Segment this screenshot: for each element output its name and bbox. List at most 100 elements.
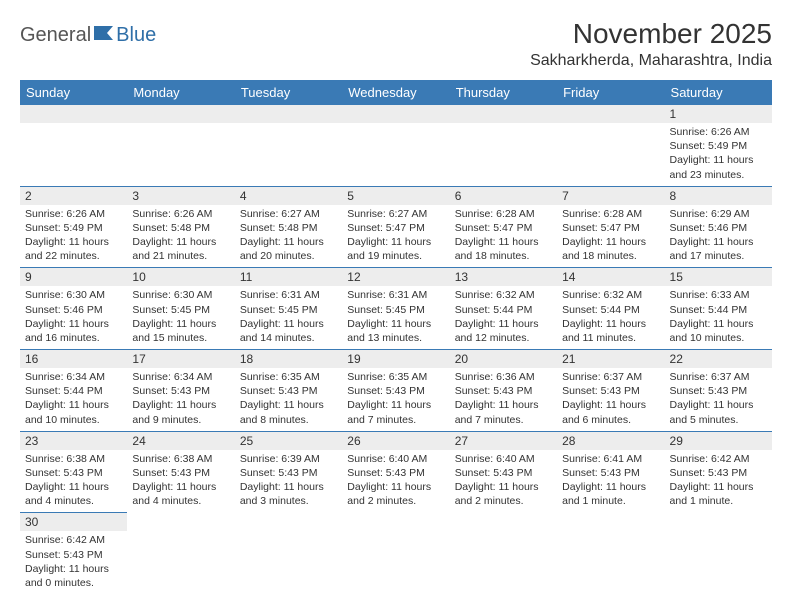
sunrise-line: Sunrise: 6:27 AM (240, 207, 337, 221)
day-details: Sunrise: 6:33 AMSunset: 5:44 PMDaylight:… (665, 286, 772, 349)
day-details: Sunrise: 6:38 AMSunset: 5:43 PMDaylight:… (20, 450, 127, 513)
daylight-line: Daylight: 11 hours and 8 minutes. (240, 398, 337, 426)
day-details: Sunrise: 6:29 AMSunset: 5:46 PMDaylight:… (665, 205, 772, 268)
day-header: Sunday (20, 80, 127, 105)
day-number: 9 (20, 268, 127, 286)
daylight-line: Daylight: 11 hours and 15 minutes. (132, 317, 229, 345)
day-details: Sunrise: 6:41 AMSunset: 5:43 PMDaylight:… (557, 450, 664, 513)
sunrise-line: Sunrise: 6:37 AM (670, 370, 767, 384)
sunrise-line: Sunrise: 6:32 AM (455, 288, 552, 302)
day-header: Saturday (665, 80, 772, 105)
calendar-row: 30Sunrise: 6:42 AMSunset: 5:43 PMDayligh… (20, 513, 772, 594)
day-number-blank (127, 105, 234, 123)
day-number: 23 (20, 432, 127, 450)
sunset-line: Sunset: 5:43 PM (240, 466, 337, 480)
calendar-cell: 2Sunrise: 6:26 AMSunset: 5:49 PMDaylight… (20, 186, 127, 268)
sunset-line: Sunset: 5:45 PM (347, 303, 444, 317)
daylight-line: Daylight: 11 hours and 23 minutes. (670, 153, 767, 181)
sunrise-line: Sunrise: 6:35 AM (347, 370, 444, 384)
calendar-cell: 14Sunrise: 6:32 AMSunset: 5:44 PMDayligh… (557, 268, 664, 350)
calendar-cell-blank (235, 105, 342, 186)
daylight-line: Daylight: 11 hours and 12 minutes. (455, 317, 552, 345)
day-details: Sunrise: 6:31 AMSunset: 5:45 PMDaylight:… (235, 286, 342, 349)
calendar-cell: 22Sunrise: 6:37 AMSunset: 5:43 PMDayligh… (665, 350, 772, 432)
daylight-line: Daylight: 11 hours and 4 minutes. (25, 480, 122, 508)
sunset-line: Sunset: 5:47 PM (455, 221, 552, 235)
day-details: Sunrise: 6:40 AMSunset: 5:43 PMDaylight:… (450, 450, 557, 513)
daylight-line: Daylight: 11 hours and 22 minutes. (25, 235, 122, 263)
calendar-cell-blank (557, 513, 664, 594)
daylight-line: Daylight: 11 hours and 18 minutes. (562, 235, 659, 263)
calendar-row: 1Sunrise: 6:26 AMSunset: 5:49 PMDaylight… (20, 105, 772, 186)
calendar-cell: 16Sunrise: 6:34 AMSunset: 5:44 PMDayligh… (20, 350, 127, 432)
sunset-line: Sunset: 5:43 PM (132, 466, 229, 480)
day-number-blank (20, 105, 127, 123)
sunset-line: Sunset: 5:43 PM (132, 384, 229, 398)
day-details: Sunrise: 6:34 AMSunset: 5:44 PMDaylight:… (20, 368, 127, 431)
day-details: Sunrise: 6:39 AMSunset: 5:43 PMDaylight:… (235, 450, 342, 513)
brand-general: General (20, 24, 91, 47)
sunset-line: Sunset: 5:47 PM (347, 221, 444, 235)
daylight-line: Daylight: 11 hours and 16 minutes. (25, 317, 122, 345)
day-details: Sunrise: 6:27 AMSunset: 5:48 PMDaylight:… (235, 205, 342, 268)
calendar-cell-blank (342, 105, 449, 186)
location-text: Sakharkherda, Maharashtra, India (530, 52, 772, 70)
sunset-line: Sunset: 5:43 PM (347, 466, 444, 480)
sunset-line: Sunset: 5:43 PM (25, 548, 122, 562)
day-number-blank (342, 105, 449, 123)
sunrise-line: Sunrise: 6:30 AM (25, 288, 122, 302)
sunset-line: Sunset: 5:49 PM (670, 139, 767, 153)
day-number: 7 (557, 187, 664, 205)
day-details: Sunrise: 6:26 AMSunset: 5:49 PMDaylight:… (20, 205, 127, 268)
sunset-line: Sunset: 5:43 PM (455, 466, 552, 480)
day-number: 30 (20, 513, 127, 531)
sunrise-line: Sunrise: 6:32 AM (562, 288, 659, 302)
calendar-cell: 1Sunrise: 6:26 AMSunset: 5:49 PMDaylight… (665, 105, 772, 186)
day-details: Sunrise: 6:35 AMSunset: 5:43 PMDaylight:… (235, 368, 342, 431)
day-details: Sunrise: 6:37 AMSunset: 5:43 PMDaylight:… (557, 368, 664, 431)
sunrise-line: Sunrise: 6:34 AM (25, 370, 122, 384)
sunset-line: Sunset: 5:48 PM (240, 221, 337, 235)
calendar-cell: 15Sunrise: 6:33 AMSunset: 5:44 PMDayligh… (665, 268, 772, 350)
day-details: Sunrise: 6:26 AMSunset: 5:48 PMDaylight:… (127, 205, 234, 268)
calendar-cell: 19Sunrise: 6:35 AMSunset: 5:43 PMDayligh… (342, 350, 449, 432)
brand-logo: General Blue (20, 24, 156, 47)
daylight-line: Daylight: 11 hours and 11 minutes. (562, 317, 659, 345)
day-details: Sunrise: 6:28 AMSunset: 5:47 PMDaylight:… (450, 205, 557, 268)
calendar-cell: 28Sunrise: 6:41 AMSunset: 5:43 PMDayligh… (557, 431, 664, 513)
day-header: Monday (127, 80, 234, 105)
page-header: General Blue November 2025 Sakharkherda,… (20, 18, 772, 70)
day-details: Sunrise: 6:30 AMSunset: 5:45 PMDaylight:… (127, 286, 234, 349)
sunrise-line: Sunrise: 6:42 AM (25, 533, 122, 547)
brand-blue: Blue (116, 24, 156, 47)
daylight-line: Daylight: 11 hours and 10 minutes. (670, 317, 767, 345)
sunrise-line: Sunrise: 6:34 AM (132, 370, 229, 384)
day-number: 21 (557, 350, 664, 368)
calendar-cell: 10Sunrise: 6:30 AMSunset: 5:45 PMDayligh… (127, 268, 234, 350)
daylight-line: Daylight: 11 hours and 21 minutes. (132, 235, 229, 263)
day-number: 26 (342, 432, 449, 450)
daylight-line: Daylight: 11 hours and 7 minutes. (455, 398, 552, 426)
day-details: Sunrise: 6:42 AMSunset: 5:43 PMDaylight:… (20, 531, 127, 594)
calendar-cell: 5Sunrise: 6:27 AMSunset: 5:47 PMDaylight… (342, 186, 449, 268)
calendar-table: SundayMondayTuesdayWednesdayThursdayFrid… (20, 80, 772, 594)
calendar-cell: 11Sunrise: 6:31 AMSunset: 5:45 PMDayligh… (235, 268, 342, 350)
day-header: Wednesday (342, 80, 449, 105)
day-number: 25 (235, 432, 342, 450)
calendar-cell: 23Sunrise: 6:38 AMSunset: 5:43 PMDayligh… (20, 431, 127, 513)
daylight-line: Daylight: 11 hours and 19 minutes. (347, 235, 444, 263)
daylight-line: Daylight: 11 hours and 18 minutes. (455, 235, 552, 263)
calendar-cell: 29Sunrise: 6:42 AMSunset: 5:43 PMDayligh… (665, 431, 772, 513)
sunrise-line: Sunrise: 6:29 AM (670, 207, 767, 221)
day-number: 14 (557, 268, 664, 286)
calendar-row: 23Sunrise: 6:38 AMSunset: 5:43 PMDayligh… (20, 431, 772, 513)
day-number: 28 (557, 432, 664, 450)
sunset-line: Sunset: 5:43 PM (670, 466, 767, 480)
calendar-cell-blank (127, 513, 234, 594)
sunset-line: Sunset: 5:43 PM (670, 384, 767, 398)
day-number: 17 (127, 350, 234, 368)
sunset-line: Sunset: 5:46 PM (25, 303, 122, 317)
day-number: 18 (235, 350, 342, 368)
day-number: 8 (665, 187, 772, 205)
title-block: November 2025 Sakharkherda, Maharashtra,… (530, 18, 772, 70)
